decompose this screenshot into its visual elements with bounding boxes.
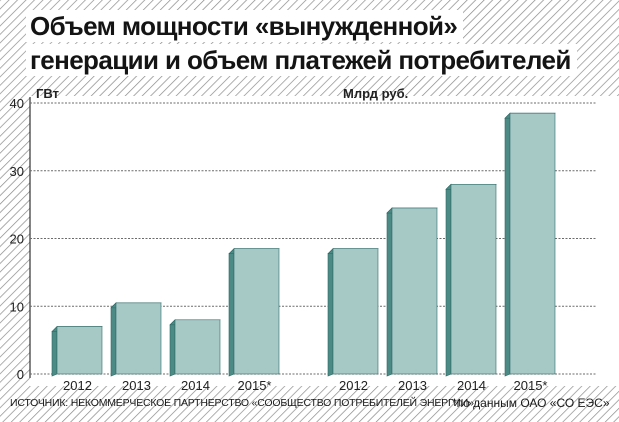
y-tick-label: 40 <box>10 96 24 111</box>
bar <box>509 112 556 375</box>
bar <box>233 248 280 375</box>
bar-side <box>386 207 393 377</box>
x-tick-label: 2015* <box>238 378 272 393</box>
bar <box>391 207 438 375</box>
x-tick-label: 2014 <box>181 378 210 393</box>
bar <box>450 184 497 375</box>
bar <box>174 319 221 375</box>
bar-side <box>327 247 334 377</box>
y-tick-label: 20 <box>10 232 24 247</box>
x-tick-label: 2013 <box>122 378 151 393</box>
y-tick-label: 10 <box>10 299 24 314</box>
x-tick-label: 2014 <box>457 378 486 393</box>
bar-side <box>504 112 511 377</box>
bar-side <box>445 183 452 377</box>
bar <box>332 248 379 375</box>
bar-side <box>228 247 235 377</box>
unit-label: Млрд руб. <box>343 86 408 101</box>
x-tick-label: 2013 <box>398 378 427 393</box>
x-tick-label: 2012 <box>339 378 368 393</box>
source-note: ИСТОЧНИК: НЕКОММЕРЧЕСКОЕ ПАРТНЕРСТВО «СО… <box>10 397 474 409</box>
chart-title-line-2: генерации и объем платежей потребителей <box>26 44 577 76</box>
footnote: *по данным ОАО «СО ЕЭС» <box>452 396 610 410</box>
x-tick-label: 2015* <box>514 378 548 393</box>
unit-label: ГВт <box>36 86 59 101</box>
y-tick-label: 30 <box>10 164 24 179</box>
bar-side <box>169 319 176 377</box>
x-tick-label: 2012 <box>63 378 92 393</box>
bar <box>56 326 103 375</box>
bar-side <box>110 302 117 377</box>
y-tick-label: 0 <box>17 367 24 382</box>
bar <box>115 302 162 375</box>
chart-title-line-1: Объем мощности «вынужденной» <box>26 10 464 42</box>
bar-side <box>51 325 58 377</box>
